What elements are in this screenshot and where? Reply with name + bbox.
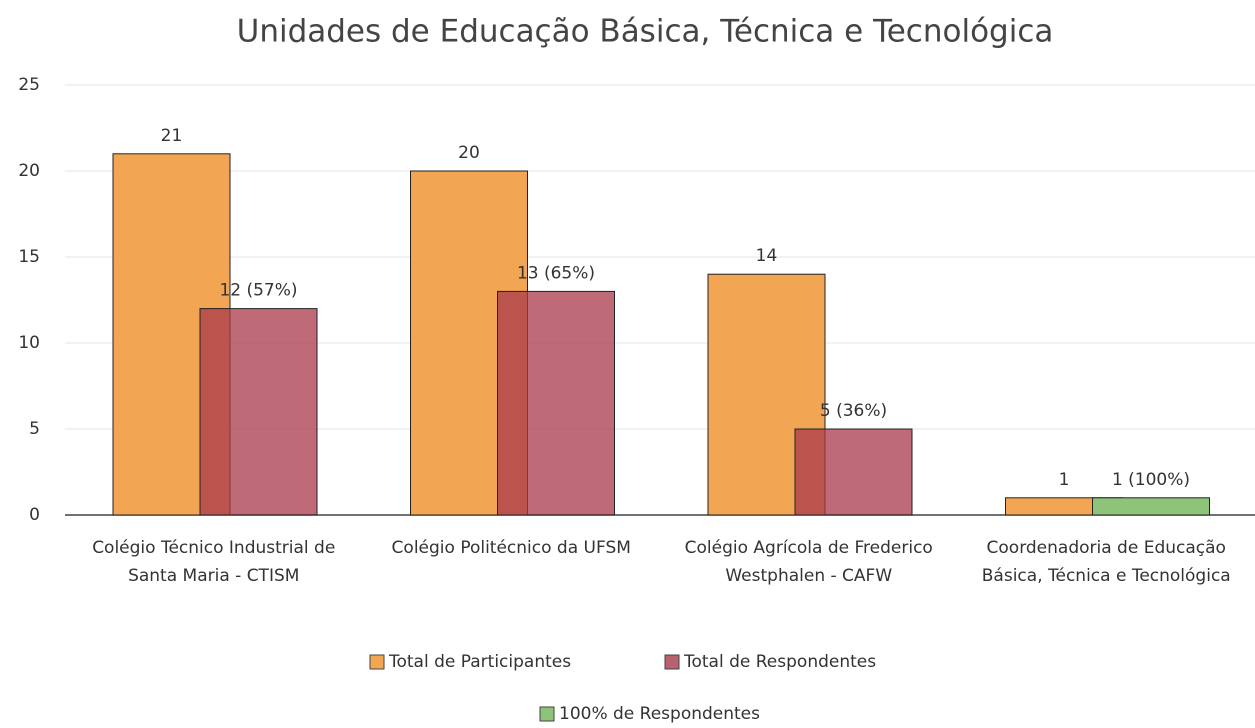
data-label: 13 (65%) bbox=[517, 263, 595, 283]
y-tick-label: 15 bbox=[18, 247, 40, 267]
x-tick-label: Colégio Politécnico da UFSM bbox=[392, 538, 631, 558]
data-label: 20 bbox=[458, 143, 480, 163]
x-tick-label: Colégio Agrícola de Frederico Westphalen … bbox=[685, 538, 933, 586]
y-tick-label: 0 bbox=[29, 505, 40, 525]
data-label: 5 (36%) bbox=[820, 401, 887, 421]
bar bbox=[199, 308, 318, 516]
chart-title: Unidades de Educação Básica, Técnica e T… bbox=[237, 14, 1054, 50]
bar bbox=[497, 290, 615, 516]
x-tick-label: Coordenadoria de Educação Básica, Técnica… bbox=[982, 538, 1231, 586]
data-label: 21 bbox=[161, 126, 183, 146]
legend-swatch bbox=[664, 654, 680, 670]
data-label: 1 (100%) bbox=[1112, 470, 1190, 490]
legend-swatch bbox=[539, 706, 555, 722]
legend-label: Total de Participantes bbox=[388, 652, 571, 672]
bar bbox=[1092, 497, 1210, 516]
y-tick-label: 20 bbox=[18, 161, 40, 181]
legend-label: 100% de Respondentes bbox=[559, 704, 760, 724]
data-label: 1 bbox=[1059, 470, 1070, 490]
y-tick-label: 5 bbox=[29, 419, 40, 439]
y-tick-label: 10 bbox=[18, 333, 40, 353]
legend-label: Total de Respondentes bbox=[683, 652, 876, 672]
data-label: 14 bbox=[756, 246, 778, 266]
x-tick-label: Colégio Técnico Industrial de Santa Maria… bbox=[92, 538, 335, 586]
legend-swatch bbox=[369, 654, 385, 670]
bar bbox=[794, 428, 913, 516]
data-label: 12 (57%) bbox=[219, 281, 297, 301]
y-tick-label: 25 bbox=[18, 75, 40, 95]
